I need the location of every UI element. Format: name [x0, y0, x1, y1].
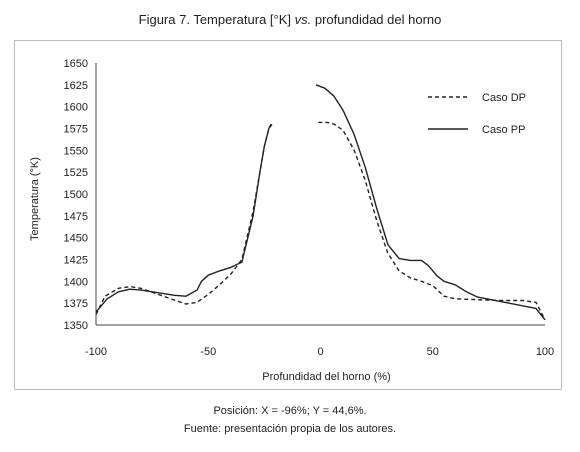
x-tick-label: -50: [200, 346, 216, 358]
series-line-caso-pp-seg-1: [315, 84, 546, 321]
title-suffix: profundidad del horno: [311, 12, 442, 27]
y-tick-label: 1350: [64, 320, 88, 332]
y-axis-label: Temperatura (°K): [29, 157, 41, 241]
series-line-caso-pp-seg-0: [95, 123, 272, 313]
y-tick-label: 1600: [64, 102, 88, 114]
y-tick-label: 1625: [64, 80, 88, 92]
y-tick-label: 1400: [64, 276, 88, 288]
y-tick-label: 1650: [64, 58, 88, 70]
x-tick-label: 100: [536, 346, 554, 358]
chart-frame: [14, 40, 562, 390]
legend-label-caso-pp: Caso PP: [482, 124, 525, 136]
y-tick-label: 1550: [64, 145, 88, 157]
y-tick-label: 1525: [64, 167, 88, 179]
series-line-caso-dp-seg-0: [95, 121, 274, 315]
y-tick-label: 1475: [64, 211, 88, 223]
caption-position: Posición: X = -96%; Y = 44,6%.: [213, 405, 367, 417]
figure-title: Figura 7. Temperatura [°K] vs. profundid…: [0, 12, 580, 27]
y-tick-label: 1575: [64, 124, 88, 136]
title-prefix: Figura 7. Temperatura [°K]: [138, 12, 295, 27]
y-tick-label: 1375: [64, 298, 88, 310]
x-tick-label: 0: [317, 346, 323, 358]
series-line-caso-dp-seg-1: [318, 121, 546, 321]
y-tick-label: 1500: [64, 189, 88, 201]
x-tick-label: 50: [427, 346, 439, 358]
y-tick-label: 1425: [64, 255, 88, 267]
x-tick-label: -100: [85, 346, 107, 358]
x-axis-label: Profundidad del horno (%): [262, 371, 390, 383]
y-tick-label: 1450: [64, 233, 88, 245]
title-vs: vs.: [294, 12, 312, 27]
caption-source: Fuente: presentación propia de los autor…: [183, 423, 397, 435]
legend-label-caso-dp: Caso DP: [482, 92, 526, 104]
